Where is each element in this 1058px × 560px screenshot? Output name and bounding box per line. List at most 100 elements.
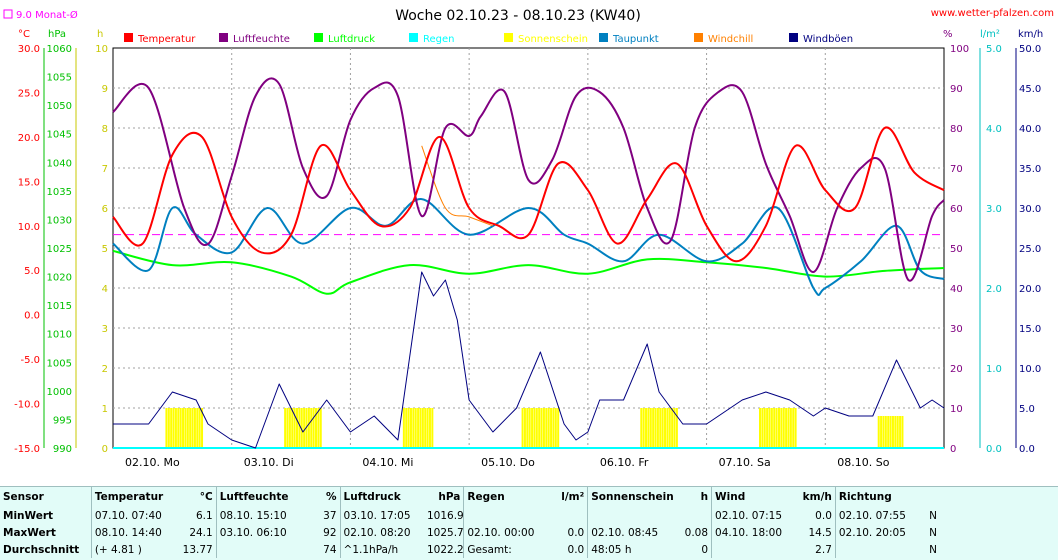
rain_lm2-tick-label: 2.0 (986, 284, 1002, 295)
legend-swatch-6 (694, 33, 703, 42)
stats-cell-detail: 02.10. 07:55 (834, 507, 916, 524)
stats-cell-detail: 03.10. 06:10 (215, 524, 296, 541)
stats-header-label: Luftfeuchte (215, 487, 296, 507)
humidity_pct-tick-label: 70 (950, 164, 963, 175)
pressure_hpa-tick-label: 1040 (47, 158, 72, 169)
sunshine_h-tick-label: 0 (102, 444, 108, 455)
temp_c-tick-label: -10.0 (14, 400, 40, 411)
temp_c-tick-label: 0.0 (24, 311, 40, 322)
wind_kmh-tick-label: 20.0 (1019, 284, 1041, 295)
legend-swatch-4 (504, 33, 513, 42)
stats-header-unit: % (326, 491, 337, 503)
temp_c-tick-label: -15.0 (14, 444, 40, 455)
chart-title: Woche 02.10.23 - 08.10.23 (KW40) (395, 8, 641, 24)
stats-cell-detail: 02.10. 20:05 (834, 524, 916, 541)
temp_c-tick-label: 10.0 (18, 222, 40, 233)
pressure_hpa-tick-label: 1050 (47, 101, 72, 112)
humidity_pct-tick-label: 10 (950, 404, 963, 415)
stats-cell-value: 0 (701, 543, 709, 556)
stats-header-unit: °C (199, 491, 213, 503)
series-taupunkt-line (112, 198, 945, 297)
sunshine_h-tick-label: 5 (102, 244, 108, 255)
stats-header-row: Sensor Temperatur °C Luftfeuchte% Luftdruck h… (0, 487, 1058, 507)
temp_c-tick-label: 25.0 (18, 88, 40, 99)
stats-cell-value: 92 (323, 526, 337, 539)
legend-swatch-1 (219, 33, 228, 42)
legend-swatch-7 (789, 33, 798, 42)
stats-cell-value: 0.0 (567, 526, 585, 539)
stats-row-label: MinWert (3, 509, 54, 522)
pressure_hpa-tick-label: 1030 (47, 215, 72, 226)
stats-cell-detail: 48:05 h (587, 541, 670, 558)
legend-label-3: Regen (423, 34, 455, 45)
stats-cell-value: 6.1 (196, 509, 213, 522)
wind_kmh-tick-label: 0.0 (1019, 444, 1035, 455)
stats-cell-detail: 04.10. 18:00 (711, 524, 794, 541)
humidity_pct-tick-label: 100 (950, 44, 969, 55)
month-avg-marker (3, 9, 13, 19)
wind_kmh-tick-label: 15.0 (1019, 324, 1041, 335)
stats-header-label: Temperatur (90, 487, 172, 507)
pressure_hpa-tick-label: 1045 (47, 130, 72, 141)
stats-row-label: MaxWert (3, 526, 56, 539)
wind_kmh-tick-label: 5.0 (1019, 404, 1035, 415)
stats-cell-value (544, 507, 588, 524)
humidity_pct-tick-label: 0 (950, 444, 956, 455)
x-tick-label: 08.10. So (837, 456, 889, 469)
stats-cell-value: N (929, 543, 937, 556)
stats-header-richtung: Richtung (834, 487, 1058, 507)
legend-swatch-5 (599, 33, 608, 42)
stats-cell-detail: 02.10. 07:15 (711, 507, 794, 524)
stats-cell-value: 24.1 (189, 526, 213, 539)
stats-cell-value: 0.0 (815, 509, 832, 522)
stats-header-unit: km/h (802, 491, 832, 503)
sunshine_h-tick-label: 7 (102, 164, 108, 175)
temp_c-tick-label: -5.0 (20, 355, 40, 366)
pressure_hpa-tick-label: 1015 (47, 301, 72, 312)
stats-cell-detail: Gesamt: (463, 541, 544, 558)
legend-label-5: Taupunkt (612, 34, 659, 45)
temp_c-tick-label: 15.0 (18, 177, 40, 188)
stats-cell-value (670, 507, 712, 524)
rain-unit: l/m² (980, 29, 1000, 40)
sunshine-bars (165, 408, 904, 448)
wind_kmh-tick-label: 35.0 (1019, 164, 1041, 175)
x-tick-label: 03.10. Di (244, 456, 294, 469)
legend-label-7: Windböen (803, 34, 853, 45)
wind_kmh-tick-label: 50.0 (1019, 44, 1041, 55)
wind_kmh-tick-label: 40.0 (1019, 124, 1041, 135)
temp_c-tick-label: 30.0 (18, 44, 40, 55)
rain_lm2-tick-label: 3.0 (986, 204, 1002, 215)
stats-header-label: Regen (463, 487, 544, 507)
pressure_hpa-tick-label: 1000 (47, 387, 72, 398)
stats-cell-detail: 02.10. 00:00 (463, 524, 544, 541)
stats-row: MaxWert 08.10. 14:40 24.1 03.10. 06:10 92 02.… (0, 524, 1058, 541)
stats-cell-detail (711, 541, 794, 558)
series-windchill-line (421, 145, 494, 227)
stats-cell-value: N (929, 526, 937, 539)
stats-cell-detail: 08.10. 15:10 (215, 507, 296, 524)
x-tick-label: 02.10. Mo (125, 456, 180, 469)
stats-cell-detail: 07.10. 07:40 (90, 507, 172, 524)
x-tick-label: 06.10. Fr (600, 456, 649, 469)
stats-header-unit: hPa (438, 491, 461, 503)
site-link[interactable]: www.wetter-pfalzen.com (931, 8, 1054, 19)
pressure_hpa-tick-label: 1060 (47, 44, 72, 55)
stats-header-label: Luftdruck (339, 487, 424, 507)
temp_c-tick-label: 5.0 (24, 266, 40, 277)
pressure_hpa-tick-label: 1020 (47, 273, 72, 284)
pressure-unit: hPa (48, 29, 66, 40)
stats-header-unit: h (700, 491, 709, 503)
series-luftfeuchte-line (112, 77, 945, 282)
stats-cell-value: 2.7 (815, 543, 832, 556)
humidity_pct-tick-label: 20 (950, 364, 963, 375)
series-windben-line (113, 271, 945, 449)
pressure_hpa-tick-label: 1010 (47, 330, 72, 341)
wind-unit: km/h (1018, 29, 1043, 40)
rain_lm2-tick-label: 5.0 (986, 44, 1002, 55)
stats-cell-detail: (+ 4.81 ) (90, 541, 172, 558)
legend-swatch-3 (409, 33, 418, 42)
legend-label-1: Luftfeuchte (233, 34, 290, 45)
x-tick-label: 04.10. Mi (362, 456, 413, 469)
sunshine_h-tick-label: 9 (102, 84, 108, 95)
